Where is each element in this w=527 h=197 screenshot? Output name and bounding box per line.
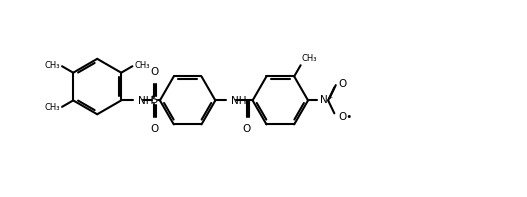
- Text: CH₃: CH₃: [302, 54, 317, 63]
- Text: O: O: [150, 67, 158, 77]
- Text: O•: O•: [339, 112, 353, 122]
- Text: CH₃: CH₃: [134, 61, 150, 70]
- Text: O: O: [150, 124, 158, 134]
- Text: O: O: [243, 124, 251, 134]
- Text: CH₃: CH₃: [45, 61, 61, 70]
- Text: NH: NH: [138, 96, 153, 106]
- Text: S: S: [151, 95, 158, 105]
- Text: O: O: [339, 79, 347, 89]
- Text: NH: NH: [231, 96, 246, 106]
- Text: N⁺: N⁺: [320, 95, 333, 105]
- Text: CH₃: CH₃: [45, 103, 61, 112]
